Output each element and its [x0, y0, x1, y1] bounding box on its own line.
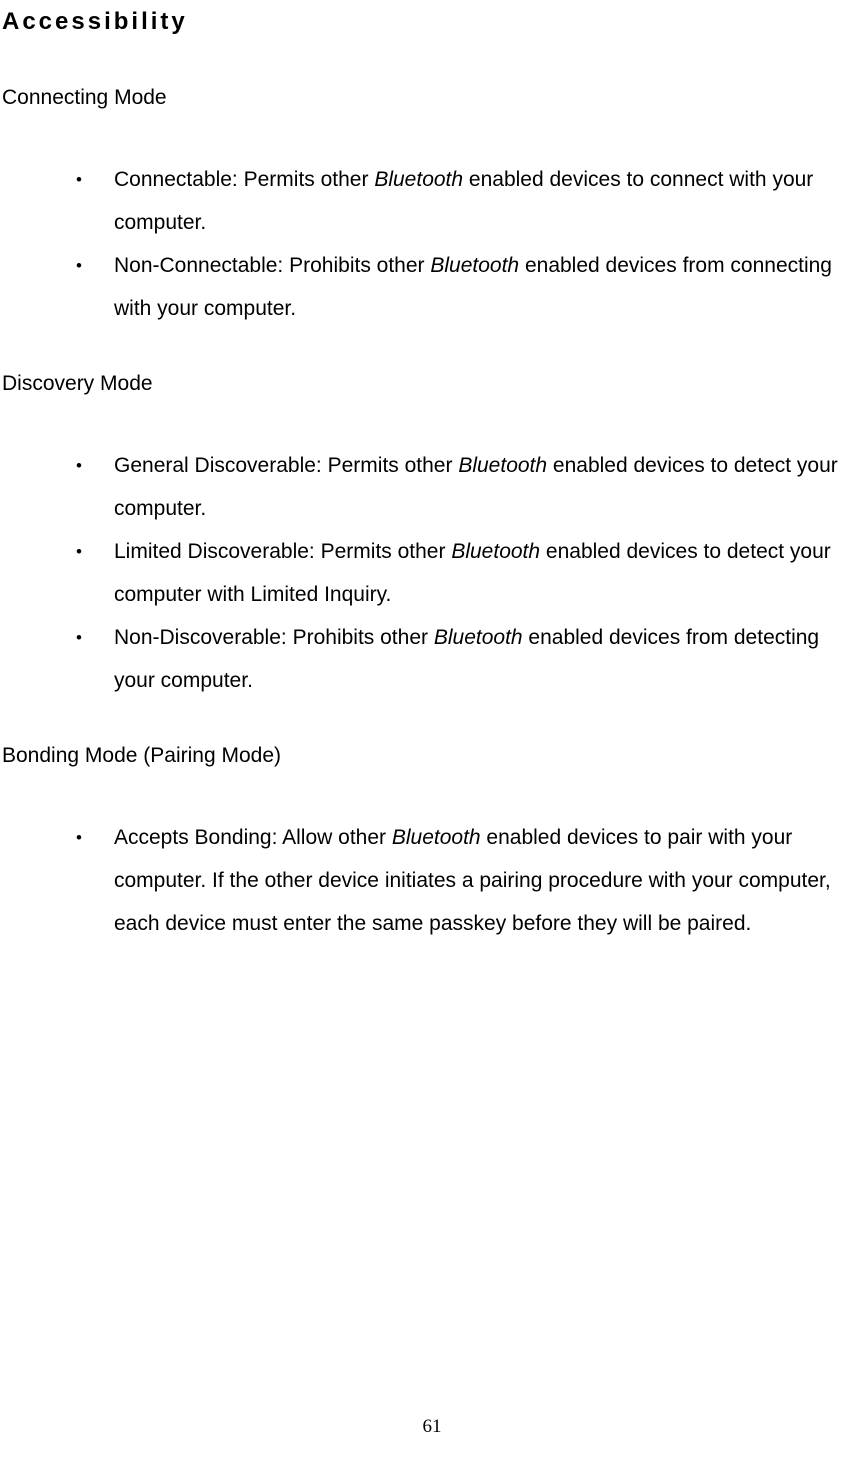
list-item: Limited Discoverable: Permits other Blue… [76, 530, 864, 616]
item-italic: Bluetooth [434, 626, 523, 649]
bullet-list: Accepts Bonding: Allow other Bluetooth e… [76, 816, 864, 945]
document-page: Accessibility Connecting Mode Connectabl… [0, 8, 864, 1458]
page-number: 61 [0, 1416, 864, 1438]
item-text-pre: Allow other [282, 826, 392, 849]
list-item: Non-Discoverable: Prohibits other Blueto… [76, 616, 864, 702]
list-item: Accepts Bonding: Allow other Bluetooth e… [76, 816, 864, 945]
item-text-pre: Prohibits other [293, 626, 434, 649]
list-item: Connectable: Permits other Bluetooth ena… [76, 158, 864, 244]
section-connecting-mode: Connecting Mode Connectable: Permits oth… [0, 86, 864, 330]
item-label: Limited Discoverable: [114, 540, 315, 563]
item-text-pre: Permits other [244, 168, 375, 191]
item-label: Non-Connectable: [114, 254, 283, 277]
item-italic: Bluetooth [430, 254, 519, 277]
item-italic: Bluetooth [451, 540, 540, 563]
section-bonding-mode: Bonding Mode (Pairing Mode) Accepts Bond… [0, 744, 864, 945]
list-item: Non-Connectable: Prohibits other Bluetoo… [76, 244, 864, 330]
item-italic: Bluetooth [392, 826, 481, 849]
item-label: General Discoverable: [114, 454, 322, 477]
page-heading: Accessibility [2, 8, 864, 36]
section-discovery-mode: Discovery Mode General Discoverable: Per… [0, 372, 864, 702]
item-text-pre: Permits other [328, 454, 459, 477]
bullet-list: General Discoverable: Permits other Blue… [76, 444, 864, 702]
item-label: Accepts Bonding: [114, 826, 277, 849]
item-label: Non-Discoverable: [114, 626, 287, 649]
item-italic: Bluetooth [374, 168, 463, 191]
section-title: Bonding Mode (Pairing Mode) [2, 744, 864, 768]
bullet-list: Connectable: Permits other Bluetooth ena… [76, 158, 864, 330]
list-item: General Discoverable: Permits other Blue… [76, 444, 864, 530]
section-title: Connecting Mode [2, 86, 864, 110]
item-text-pre: Permits other [321, 540, 452, 563]
item-text-pre: Prohibits other [289, 254, 430, 277]
item-italic: Bluetooth [458, 454, 547, 477]
item-label: Connectable: [114, 168, 238, 191]
section-title: Discovery Mode [2, 372, 864, 396]
